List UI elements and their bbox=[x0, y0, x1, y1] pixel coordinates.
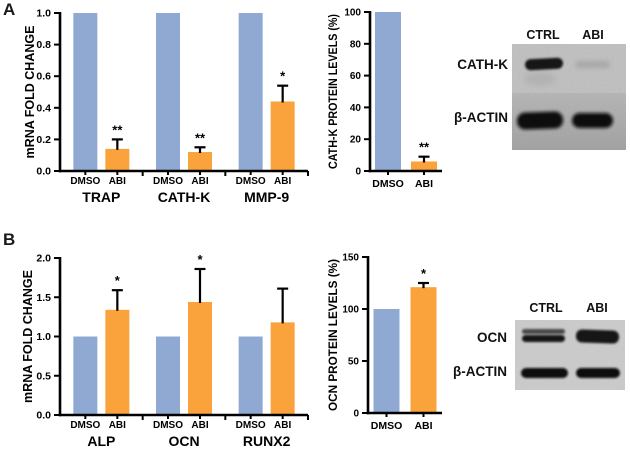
y-tick-label: 1.0 bbox=[36, 331, 51, 343]
blot-b-row-label-bactin: β-ACTIN bbox=[453, 364, 507, 379]
y-tick-label: 0 bbox=[355, 167, 361, 178]
y-tick-label: 50 bbox=[348, 357, 360, 368]
significance-star: * bbox=[421, 266, 427, 281]
group-label-CATH-K: CATH-K bbox=[158, 189, 211, 205]
bar-b_mrna-ALP-ABI bbox=[105, 309, 130, 415]
bar-label: DMSO bbox=[153, 420, 183, 431]
y-tick-label: 1.0 bbox=[36, 8, 51, 20]
significance-star: * bbox=[280, 69, 286, 84]
y-tick-label: 0.5 bbox=[36, 370, 51, 382]
bar-b_protein-ABI bbox=[410, 287, 437, 413]
bar-label: ABI bbox=[414, 420, 432, 432]
bar-a_protein-DMSO bbox=[375, 12, 401, 171]
bar-label: DMSO bbox=[70, 420, 100, 431]
y-tick-label: 0.4 bbox=[36, 102, 51, 114]
bar-a_mrna-CATH-K-DMSO bbox=[156, 13, 180, 171]
blot-a-bactin-band-abi bbox=[572, 113, 613, 128]
group-label-RUNX2: RUNX2 bbox=[243, 433, 291, 449]
group-label-MMP-9: MMP-9 bbox=[244, 189, 289, 205]
bar-b_protein-DMSO bbox=[373, 309, 400, 413]
y-tick-label: 150 bbox=[342, 253, 359, 264]
bar-label: ABI bbox=[415, 178, 433, 190]
western-blot-panel-b bbox=[515, 320, 625, 390]
bar-b_mrna-OCN-ABI bbox=[188, 301, 212, 415]
significance-star: ** bbox=[419, 140, 430, 155]
y-tick-label: 0.0 bbox=[36, 166, 51, 178]
panel-a-mrna-bar-chart: TRAP CATH-K MMP-9 DMSO ** ABI DMSO ** ABI DMSO * AB… bbox=[23, 8, 309, 205]
bar-a_mrna-TRAP-DMSO bbox=[73, 13, 98, 171]
significance-star: * bbox=[115, 273, 121, 288]
bar-label: ABI bbox=[109, 176, 126, 187]
y-tick-label: 100 bbox=[344, 8, 361, 19]
y-tick-label: 80 bbox=[350, 39, 362, 50]
blot-a-cathk-band-ctrl bbox=[525, 57, 563, 71]
y-tick-label: 0.0 bbox=[36, 410, 51, 422]
blot-a-row-label-cathk: CATH-K bbox=[457, 57, 508, 72]
blot-a-cathk-band-abi bbox=[575, 61, 610, 68]
y-tick-label: 0.8 bbox=[36, 39, 51, 51]
panel-b-mrna-bar-chart: ALP OCN RUNX2 DMSO * ABI DMSO * ABI DMSO ABI 0.0 0.5… bbox=[21, 252, 309, 449]
bar-a_mrna-MMP-9-ABI bbox=[270, 101, 295, 171]
y-axis-label: mRNA FOLD CHANGE bbox=[21, 270, 35, 403]
y-tick-label: 100 bbox=[342, 305, 359, 316]
panel-a-protein-bar-chart: DMSO ** ABI 0 20 40 60 80 100 CATH-K PROTEIN LEVE… bbox=[328, 8, 442, 190]
y-axis-label: OCN PROTEIN LEVELS (%) bbox=[328, 259, 340, 411]
blot-b-col-label-ctrl: CTRL bbox=[529, 301, 563, 315]
bar-label: DMSO bbox=[371, 420, 403, 432]
bar-b_mrna-RUNX2-DMSO bbox=[238, 336, 263, 415]
y-tick-label: 2.0 bbox=[36, 253, 51, 265]
bar-label: ABI bbox=[191, 176, 208, 187]
bar-a_mrna-CATH-K-ABI bbox=[188, 152, 212, 171]
y-tick-label: 1.5 bbox=[36, 292, 51, 304]
y-tick-label: 20 bbox=[350, 135, 362, 146]
blot-b-ocn-band-ctrl-upper bbox=[522, 329, 565, 334]
significance-star: ** bbox=[195, 130, 206, 145]
group-label-TRAP: TRAP bbox=[82, 189, 120, 205]
bar-label: DMSO bbox=[372, 178, 404, 190]
blot-a-col-label-abi: ABI bbox=[582, 28, 604, 42]
bar-a_protein-ABI bbox=[411, 161, 437, 171]
y-tick-label: 60 bbox=[350, 71, 362, 82]
blot-a-row-label-bactin: β-ACTIN bbox=[454, 110, 508, 125]
bar-a_mrna-TRAP-ABI bbox=[105, 148, 130, 171]
panel-a-letter: A bbox=[3, 0, 16, 19]
bar-label: DMSO bbox=[236, 176, 266, 187]
blot-a-col-label-ctrl: CTRL bbox=[526, 28, 560, 42]
bar-b_mrna-RUNX2-ABI bbox=[270, 322, 295, 415]
blot-b-bactin-band-abi bbox=[576, 368, 620, 378]
bar-label: ABI bbox=[109, 420, 126, 431]
bar-b_mrna-ALP-DMSO bbox=[73, 336, 98, 415]
blot-b-ocn-band-abi bbox=[575, 329, 619, 344]
western-blot-panel-a bbox=[512, 44, 626, 150]
y-tick-label: 0 bbox=[353, 409, 359, 420]
significance-star: ** bbox=[112, 122, 123, 137]
y-axis-label: mRNA FOLD CHANGE bbox=[23, 26, 37, 159]
blot-a-bactin-band-ctrl bbox=[517, 111, 564, 130]
blot-b-bactin-band-ctrl bbox=[521, 368, 568, 378]
bar-label: ABI bbox=[274, 420, 291, 431]
significance-star: * bbox=[197, 252, 203, 267]
bar-label: DMSO bbox=[236, 420, 266, 431]
y-tick-label: 0.6 bbox=[36, 71, 51, 83]
group-label-OCN: OCN bbox=[168, 433, 199, 449]
bar-label: ABI bbox=[191, 420, 208, 431]
bar-b_mrna-OCN-DMSO bbox=[156, 336, 180, 415]
bar-label: DMSO bbox=[70, 176, 100, 187]
blot-a-smudge bbox=[524, 72, 556, 86]
blot-b-ocn-band-ctrl bbox=[522, 335, 565, 342]
y-axis-label: CATH-K PROTEIN LEVELS (%) bbox=[328, 14, 340, 169]
bar-label: DMSO bbox=[153, 176, 183, 187]
bar-label: ABI bbox=[274, 176, 291, 187]
y-tick-label: 40 bbox=[350, 103, 362, 114]
panel-b-letter: B bbox=[3, 230, 16, 249]
blot-b-col-label-abi: ABI bbox=[586, 301, 608, 315]
bar-a_mrna-MMP-9-DMSO bbox=[238, 13, 263, 171]
group-label-ALP: ALP bbox=[87, 433, 115, 449]
blot-b-row-label-ocn: OCN bbox=[477, 330, 507, 345]
y-tick-label: 0.2 bbox=[36, 134, 51, 146]
